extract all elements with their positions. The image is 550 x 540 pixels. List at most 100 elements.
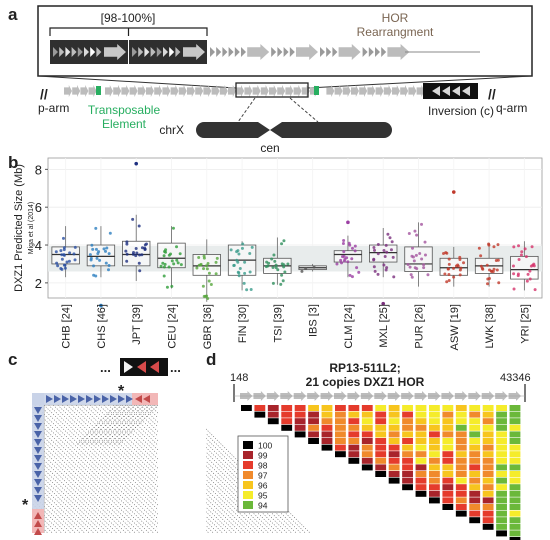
data-point	[273, 259, 277, 263]
identity-cell	[294, 424, 306, 431]
arm-arrow	[293, 85, 302, 97]
strip-arrow-inverted	[143, 395, 150, 403]
identity-cell	[281, 418, 293, 425]
clip-left	[0, 380, 32, 540]
chr-line-left	[237, 97, 256, 123]
data-point	[372, 258, 376, 262]
data-point	[107, 263, 111, 267]
identity-cell	[496, 504, 507, 510]
data-point	[171, 226, 175, 230]
dot-diagonal	[20, 404, 150, 534]
identity-cell	[402, 464, 413, 471]
identity-cell	[496, 405, 507, 411]
box	[510, 255, 539, 280]
hor-monomer-arrow	[169, 47, 175, 57]
y-tick-label: 8	[35, 162, 42, 177]
identity-cell	[442, 411, 454, 418]
data-point	[143, 246, 147, 250]
strip-arrow	[70, 395, 77, 403]
identity-cell	[469, 457, 481, 464]
identity-cell	[496, 451, 507, 458]
data-point	[90, 243, 94, 247]
chrX-label: chrX	[159, 123, 184, 137]
identity-cell	[429, 424, 440, 431]
dot-antidiagonal	[117, 404, 159, 446]
arm-arrow	[285, 85, 294, 97]
data-point	[346, 260, 350, 264]
hor-monomer-arrow	[362, 47, 368, 57]
data-point	[282, 265, 286, 269]
identity-cell	[388, 457, 400, 464]
data-point	[236, 270, 240, 274]
hor-monomer-arrow	[320, 47, 325, 57]
identity-cell-self	[482, 523, 494, 530]
dot-antidiagonal	[76, 404, 117, 446]
data-point	[161, 261, 165, 265]
identity-cell	[388, 418, 400, 425]
identity-cell	[455, 497, 467, 504]
identity-cell	[469, 438, 481, 444]
data-point	[249, 287, 253, 291]
data-point	[164, 250, 168, 254]
d-title-line1: RP13-511L2;	[329, 361, 400, 375]
x-tick-label: LWK [38]	[484, 304, 496, 348]
x-tick-label: CHS [46]	[96, 304, 108, 349]
identity-cell	[281, 405, 293, 411]
identity-cell	[509, 523, 521, 530]
data-point	[343, 257, 347, 261]
identity-cell	[375, 431, 387, 438]
strip-arrow	[86, 395, 93, 403]
hor-monomer-arrow	[65, 47, 71, 57]
identity-cell	[482, 451, 494, 458]
data-point	[512, 287, 516, 291]
panel-c: c ... ... * *	[0, 350, 311, 540]
dot-antidiagonal	[80, 404, 122, 446]
data-point	[96, 252, 100, 256]
strip-arrow	[94, 395, 101, 403]
data-point	[376, 272, 380, 276]
dot-diagonal	[16, 404, 145, 534]
y-tick-label: 6	[35, 200, 42, 215]
hor-monomer-arrow	[222, 47, 228, 57]
data-point	[248, 270, 252, 274]
data-point	[335, 262, 339, 266]
data-point	[243, 271, 247, 275]
identity-cell	[482, 477, 494, 484]
data-point	[342, 254, 346, 258]
data-point	[392, 275, 396, 279]
identity-cell	[415, 431, 427, 438]
hor-monomer-arrow	[289, 47, 295, 57]
data-point	[350, 257, 354, 261]
identity-cell	[415, 405, 427, 411]
identity-cell	[482, 438, 494, 444]
hor-monomer-arrow	[175, 47, 181, 57]
identity-cell	[482, 464, 494, 471]
identity-cell	[496, 523, 507, 530]
arm-arrow	[383, 85, 392, 97]
y-axis-label: DXZ1 Predicted Size (Mb)	[13, 164, 25, 292]
data-point	[492, 245, 496, 249]
y-ticks: 2 4 6 8	[35, 162, 48, 291]
dotplot-area	[32, 393, 158, 531]
data-point	[462, 261, 466, 265]
identity-cell	[402, 424, 413, 431]
data-point	[205, 267, 209, 271]
identity-cell	[375, 457, 387, 464]
x-tick-label: YRI [25]	[519, 304, 531, 344]
arm-arrow	[170, 85, 179, 97]
data-point	[176, 261, 180, 265]
identity-cell	[509, 530, 521, 537]
outlier-point	[134, 161, 139, 166]
identity-cell	[482, 418, 494, 425]
data-point	[385, 250, 389, 254]
data-point	[245, 288, 249, 292]
identity-cell	[361, 451, 373, 458]
arm-zoom-box	[235, 82, 309, 98]
identity-cell	[335, 405, 346, 411]
dot-diagonal	[0, 429, 104, 534]
star-top: *	[118, 383, 125, 400]
identity-cell	[496, 471, 507, 477]
identity-cell	[415, 471, 427, 477]
identity-cell	[308, 431, 319, 438]
dot-antidiagonal	[94, 404, 136, 446]
